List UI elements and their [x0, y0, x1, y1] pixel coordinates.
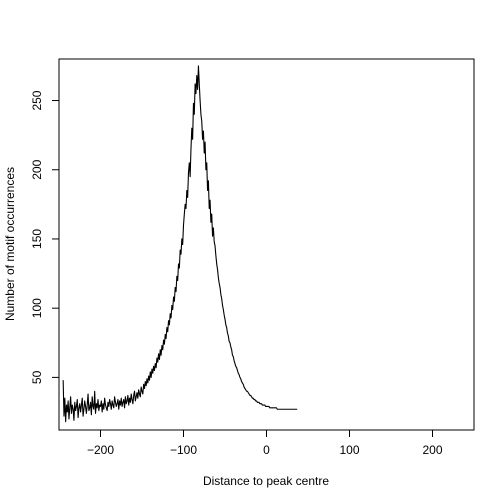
y-axis: 50 100 150 200 250: [30, 90, 59, 384]
series-line: [62, 65, 298, 423]
x-tick-label: 200: [422, 443, 442, 457]
y-tick-label: 100: [30, 298, 44, 318]
y-axis-label: Number of motif occurrences: [3, 167, 17, 321]
x-axis-label: Distance to peak centre: [203, 474, 329, 488]
y-tick-label: 200: [30, 159, 44, 179]
x-tick-label: 0: [263, 443, 270, 457]
x-tick-label: −100: [170, 443, 197, 457]
x-axis: −200 −100 0 100 200: [87, 430, 443, 457]
y-tick-label: 50: [30, 370, 44, 384]
y-tick-label: 250: [30, 90, 44, 110]
x-tick-label: −200: [87, 443, 114, 457]
x-tick-label: 100: [339, 443, 359, 457]
y-tick-label: 150: [30, 229, 44, 249]
